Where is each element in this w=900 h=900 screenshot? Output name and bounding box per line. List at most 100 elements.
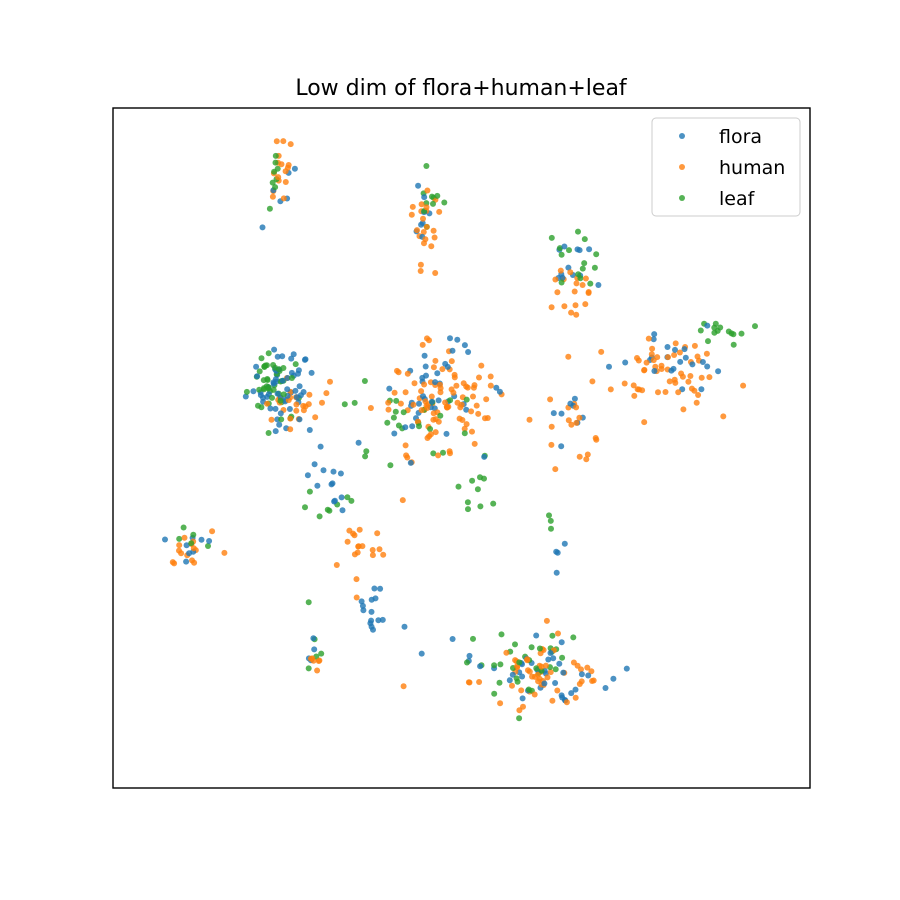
point-leaf <box>717 324 724 331</box>
point-flora <box>331 497 338 504</box>
point-flora <box>565 264 572 271</box>
point-leaf <box>587 280 594 287</box>
point-flora <box>250 388 257 395</box>
point-flora <box>560 669 567 676</box>
point-human <box>531 691 538 698</box>
point-human <box>312 414 319 421</box>
point-leaf <box>430 200 436 207</box>
point-human <box>552 276 559 283</box>
point-leaf <box>278 416 285 423</box>
point-human <box>576 414 583 421</box>
point-leaf <box>593 251 600 258</box>
point-leaf <box>272 152 279 159</box>
point-leaf <box>344 494 351 501</box>
point-human <box>399 497 406 504</box>
point-human <box>435 452 442 459</box>
point-human <box>576 453 583 460</box>
point-human <box>643 359 650 366</box>
point-human <box>584 451 591 458</box>
point-human <box>557 267 564 274</box>
point-human <box>573 404 580 411</box>
point-human <box>671 352 678 358</box>
point-human <box>542 662 549 669</box>
legend-label-flora: flora <box>719 126 762 148</box>
point-human <box>280 138 287 145</box>
point-leaf <box>711 324 718 331</box>
point-flora <box>463 406 470 413</box>
point-leaf <box>465 506 471 513</box>
point-human <box>394 367 400 374</box>
point-flora <box>386 385 393 392</box>
point-leaf <box>548 234 555 241</box>
point-human <box>323 390 330 397</box>
point-flora <box>444 363 451 370</box>
point-leaf <box>581 260 588 267</box>
point-leaf <box>525 686 532 693</box>
point-flora <box>367 620 374 627</box>
point-human <box>316 657 323 664</box>
point-human <box>209 528 216 535</box>
point-human <box>432 429 439 436</box>
point-flora <box>681 346 688 353</box>
point-flora <box>421 194 428 201</box>
point-human <box>428 393 435 400</box>
point-human <box>680 406 687 413</box>
point-human <box>369 547 376 553</box>
point-leaf <box>538 667 545 674</box>
point-flora <box>715 368 722 375</box>
point-human <box>470 393 476 400</box>
point-leaf <box>423 163 430 169</box>
point-human <box>572 694 579 701</box>
point-leaf <box>558 279 565 286</box>
point-human <box>573 311 580 318</box>
point-flora <box>699 359 706 365</box>
point-human <box>456 415 463 422</box>
point-human <box>582 275 589 282</box>
point-flora <box>571 395 578 402</box>
point-flora <box>422 363 429 370</box>
point-flora <box>481 453 488 460</box>
point-flora <box>465 349 472 355</box>
point-human <box>314 667 321 674</box>
point-human <box>448 358 455 365</box>
point-flora <box>541 680 548 687</box>
point-human <box>417 261 424 268</box>
point-flora <box>296 416 303 423</box>
point-leaf <box>427 426 434 432</box>
point-human <box>548 423 555 430</box>
point-human <box>430 410 437 417</box>
point-flora <box>556 660 563 667</box>
point-human <box>428 431 434 438</box>
point-flora <box>561 540 568 547</box>
point-human <box>641 367 648 374</box>
point-leaf <box>591 264 598 271</box>
point-human <box>351 551 358 558</box>
point-flora <box>339 507 346 514</box>
legend-label-human: human <box>719 157 785 179</box>
point-flora <box>206 538 213 544</box>
point-leaf <box>498 631 505 638</box>
point-flora <box>428 398 435 405</box>
point-human <box>319 399 325 406</box>
point-human <box>421 381 428 388</box>
point-human <box>391 389 398 396</box>
point-human <box>463 421 470 428</box>
point-human <box>565 353 572 360</box>
point-leaf <box>464 499 471 506</box>
point-human <box>446 448 453 455</box>
point-human <box>476 679 483 685</box>
point-human <box>740 382 747 389</box>
point-human <box>353 576 360 583</box>
point-human <box>688 385 695 392</box>
point-flora <box>602 685 609 691</box>
point-human <box>554 289 561 296</box>
point-human <box>411 380 418 387</box>
point-flora <box>704 363 711 370</box>
point-flora <box>454 336 461 343</box>
point-flora <box>567 400 574 407</box>
point-human <box>509 682 515 689</box>
point-human <box>346 527 353 534</box>
point-leaf <box>512 641 518 648</box>
point-human <box>654 354 661 361</box>
point-flora <box>295 367 302 374</box>
